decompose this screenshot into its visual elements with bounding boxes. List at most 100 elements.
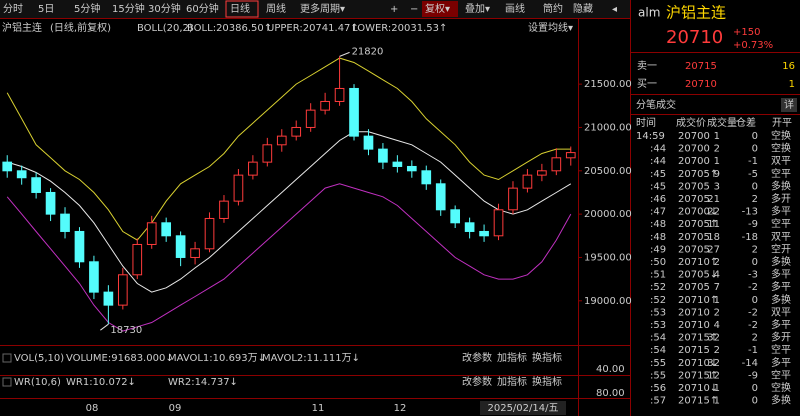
tick-diff: 2 xyxy=(752,333,758,344)
tick-price: 20705 xyxy=(678,181,710,192)
tick-price: 20705 xyxy=(678,194,710,205)
panel-item: MAVOL1:10.693万↓ xyxy=(168,353,266,364)
candle-body xyxy=(262,144,273,163)
tick-volume: 1 xyxy=(714,156,720,167)
detail-button[interactable] xyxy=(781,98,797,112)
active-tab xyxy=(225,0,259,18)
quote-price: 20710 xyxy=(666,27,723,48)
tick-type: 多平 xyxy=(771,268,791,281)
panel-button[interactable]: 换指标 xyxy=(532,351,562,364)
candle-body xyxy=(450,209,461,224)
tick-volume: 3 xyxy=(714,181,720,192)
toolbar-button[interactable]: 更多周期▾ xyxy=(300,2,345,15)
tick-time: :45 xyxy=(650,169,666,180)
panel-button[interactable]: 加指标 xyxy=(497,375,527,388)
toolbar-button[interactable]: 画线 xyxy=(505,2,525,15)
panel-close[interactable] xyxy=(2,377,12,387)
candle-body xyxy=(551,157,562,172)
tick-time: :55 xyxy=(650,358,666,369)
toolbar-button[interactable]: 分时 xyxy=(3,3,23,15)
toolbar-button[interactable]: + xyxy=(390,4,398,15)
tick-volume: 32 xyxy=(707,358,720,369)
toolbar-button[interactable]: 筒约 xyxy=(543,2,563,15)
annotation-arrow xyxy=(339,51,350,57)
toolbar-bg xyxy=(0,0,630,18)
tick-volume: 2 xyxy=(714,307,720,318)
panel-close[interactable] xyxy=(2,353,12,363)
tick-price: 20705 xyxy=(678,232,710,243)
toolbar-button[interactable]: − xyxy=(410,4,418,15)
toolbar-button[interactable]: ◂ xyxy=(612,4,617,15)
tick-header: 仓差 xyxy=(736,116,756,129)
tick-time: :53 xyxy=(650,307,666,318)
tick-volume: 32 xyxy=(707,333,720,344)
y-tick-label: 20500.00 xyxy=(584,166,632,177)
candle-body xyxy=(175,235,186,258)
annotation: 21820 xyxy=(352,46,384,57)
panel-axis: 80.00 xyxy=(596,388,625,399)
tick-price: 20715↑ xyxy=(678,333,718,344)
toolbar-button[interactable]: 5分钟 xyxy=(74,2,100,15)
legend-item: LOWER:20031.53↑ xyxy=(352,23,447,34)
tick-diff: -9 xyxy=(748,370,758,381)
candle-body xyxy=(464,222,475,232)
toolbar-button[interactable]: 复权▾ xyxy=(425,2,450,15)
tick-time: :56 xyxy=(650,383,666,394)
tick-time: :44 xyxy=(650,144,666,155)
toolbar-button[interactable]: 叠加▾ xyxy=(465,3,490,15)
tick-time: :54 xyxy=(650,345,666,356)
tick-volume: 4 xyxy=(714,320,720,331)
tick-type: 空平 xyxy=(771,217,791,230)
toolbar-button[interactable]: 60分钟 xyxy=(186,2,219,15)
candle-body xyxy=(204,217,215,250)
candle-body xyxy=(117,274,128,306)
panel-button[interactable]: 加指标 xyxy=(497,351,527,364)
panel-button[interactable]: 改参数 xyxy=(462,351,492,364)
tick-price: 20700↓ xyxy=(678,207,718,218)
tick-price: 20705 xyxy=(678,282,710,293)
tick-type: 多平 xyxy=(771,280,791,293)
panel-button[interactable]: 换指标 xyxy=(532,375,562,388)
ticks-title: 分笔成交 xyxy=(636,98,676,111)
tick-time: :46 xyxy=(650,194,666,205)
tick-time: :52 xyxy=(650,282,666,293)
detail-button-label[interactable]: 详 xyxy=(784,98,794,111)
candle-body xyxy=(276,135,287,146)
y-tick-label: 21000.00 xyxy=(584,122,632,133)
tick-time: :55 xyxy=(650,370,666,381)
lower-band xyxy=(6,183,572,332)
toolbar-button[interactable]: 30分钟 xyxy=(148,2,181,15)
tick-volume: 11 xyxy=(707,219,720,230)
panel-button[interactable]: 改参数 xyxy=(462,375,492,388)
panel-item: VOL(5,10) xyxy=(14,353,64,364)
candle-body xyxy=(435,183,446,211)
quote-pct: +0.73% xyxy=(733,40,773,51)
tick-diff: -5 xyxy=(748,169,758,180)
tick-type: 双平 xyxy=(771,306,791,318)
legend-item: BOLL(20,2) xyxy=(137,23,193,34)
toolbar-button[interactable]: 5日 xyxy=(38,4,54,15)
tick-time: :53 xyxy=(650,320,666,331)
tick-type: 多开 xyxy=(771,192,791,205)
candle-body xyxy=(2,161,13,172)
panel-item: WR2:14.737↓ xyxy=(168,377,238,388)
tick-price: 20715 xyxy=(678,345,710,356)
tick-time: :47 xyxy=(650,207,666,218)
candle-body xyxy=(60,213,70,232)
candle-body xyxy=(305,109,316,128)
tick-header: 开平 xyxy=(772,118,792,129)
tick-diff: 0 xyxy=(752,131,758,142)
toolbar-button[interactable]: 日线 xyxy=(230,2,250,15)
toolbar-button[interactable]: 隐藏 xyxy=(573,3,593,15)
panel-item: WR1:10.072↓ xyxy=(66,377,136,388)
tick-volume: 7 xyxy=(714,282,720,293)
tick-diff: -2 xyxy=(748,320,758,331)
tick-volume: 22 xyxy=(707,207,720,218)
buy-price: 20710 xyxy=(685,79,717,90)
quote-change: +150 xyxy=(733,27,760,38)
toolbar-button[interactable]: 15分钟 xyxy=(112,2,145,15)
toolbar-button[interactable]: 周线 xyxy=(266,2,286,15)
legend-item[interactable]: 设置均线▾ xyxy=(528,21,573,34)
candle-body xyxy=(349,87,359,137)
tick-type: 空换 xyxy=(771,381,791,394)
